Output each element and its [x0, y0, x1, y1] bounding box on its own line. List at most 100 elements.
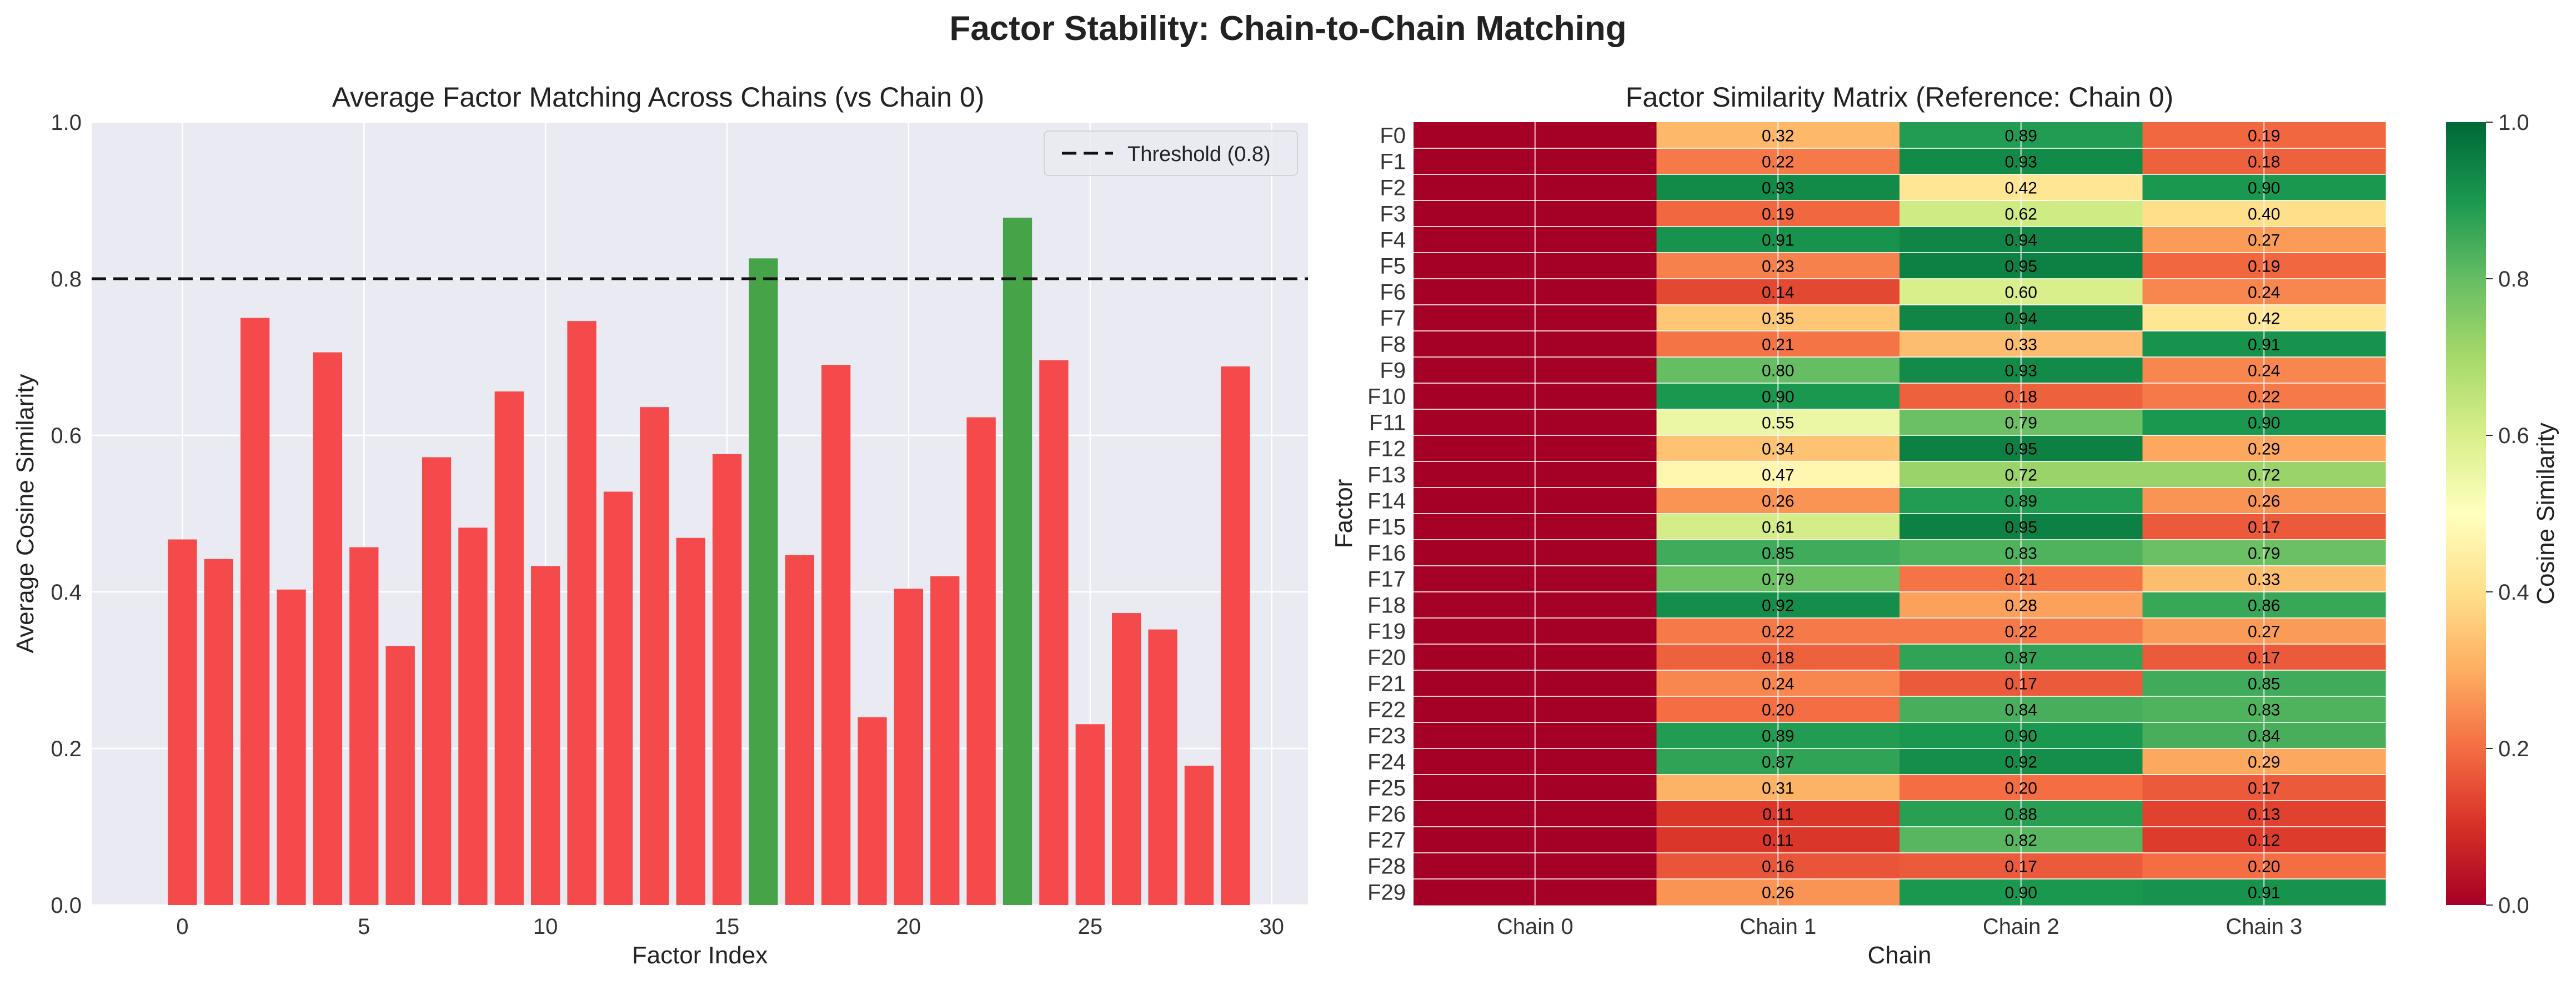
bar-bars	[168, 218, 1250, 906]
heatmap-cell-label: 0.17	[2248, 519, 2280, 537]
bar-factor-23	[1003, 218, 1033, 905]
heatmap-chart: Factor Similarity Matrix (Reference: Cha…	[1330, 82, 2386, 969]
bar-factor-25	[1075, 724, 1105, 905]
heatmap-cell-label: 0.22	[1762, 153, 1794, 172]
heatmap-cell-label: 0.34	[1762, 440, 1794, 459]
heatmap-x-axis-label: Chain	[1868, 942, 1932, 969]
heatmap-cell-label: 0.11	[1762, 832, 1793, 850]
heatmap-cell-label: 0.26	[1762, 884, 1794, 902]
heatmap-column-label: Chain 0	[1497, 914, 1573, 939]
heatmap-cell-label: 0.83	[2005, 545, 2037, 563]
bar-factor-26	[1111, 613, 1141, 905]
heatmap-cell-label: 0.31	[1762, 780, 1794, 798]
heatmap-cell-label: 0.18	[1762, 649, 1794, 667]
heatmap-cell-label: 0.27	[2248, 623, 2280, 641]
heatmap-cell-label: 0.42	[2005, 179, 2037, 198]
heatmap-cell-label: 0.95	[2005, 519, 2037, 537]
heatmap-cell-label: 0.91	[2248, 884, 2280, 902]
bar-y-tick-label: 0.2	[51, 737, 82, 761]
bar-factor-14	[676, 537, 705, 905]
heatmap-cell-label: 0.91	[1762, 232, 1794, 250]
heatmap-row-label: F29	[1367, 881, 1406, 905]
heatmap-cell-label: 0.82	[2005, 832, 2037, 850]
bar-factor-19	[858, 717, 887, 905]
heatmap-row-label: F20	[1367, 646, 1406, 670]
heatmap-cell-label: 0.95	[2005, 440, 2037, 459]
bar-factor-2	[240, 318, 270, 905]
heatmap-row-label: F22	[1367, 698, 1406, 722]
heatmap-row-label: F27	[1367, 828, 1406, 853]
bar-factor-7	[422, 457, 452, 905]
heatmap-cell-label: 0.17	[2248, 649, 2280, 667]
heatmap-cell-label: 0.29	[2248, 753, 2280, 772]
heatmap-row-label: F13	[1367, 463, 1406, 488]
heatmap-cell-label: 0.90	[2248, 179, 2280, 198]
heatmap-cell-label: 0.93	[2005, 362, 2037, 380]
bar-factor-4	[313, 352, 343, 905]
heatmap-title: Factor Similarity Matrix (Reference: Cha…	[1626, 82, 2173, 113]
bar-chart-title: Average Factor Matching Across Chains (v…	[332, 82, 985, 113]
colorbar-tick-label: 0.2	[2498, 737, 2529, 761]
heatmap-cell-label: 0.42	[2248, 310, 2280, 328]
heatmap-cell-label: 0.90	[1762, 388, 1794, 406]
figure-suptitle: Factor Stability: Chain-to-Chain Matchin…	[949, 9, 1626, 48]
bar-factor-15	[712, 454, 742, 905]
bar-y-tick-label: 0.0	[51, 893, 82, 918]
heatmap-cell-label: 0.85	[1762, 545, 1794, 563]
heatmap-row-label: F12	[1367, 437, 1406, 461]
heatmap-row-label: F9	[1380, 359, 1406, 383]
bar-factor-0	[168, 539, 197, 905]
bar-factor-11	[567, 321, 597, 905]
colorbar-tick-label: 0.8	[2498, 267, 2529, 292]
heatmap-column-label: Chain 2	[1983, 914, 2059, 939]
heatmap-cell-label: 0.14	[1762, 284, 1794, 302]
bar-x-tick-label: 15	[715, 914, 740, 939]
bar-factor-29	[1221, 366, 1250, 905]
colorbar-tick-label: 0.4	[2498, 580, 2529, 605]
heatmap-cell-label: 0.72	[2248, 466, 2280, 485]
bar-y-tick-label: 0.8	[51, 267, 82, 292]
colorbar-label: Cosine Similarity	[2532, 423, 2559, 605]
heatmap-cell-label: 0.91	[2248, 336, 2280, 354]
heatmap-cell-label: 0.22	[2248, 388, 2280, 406]
heatmap-cell-label: 0.17	[2005, 858, 2037, 876]
heatmap-cell-label: 0.55	[1762, 414, 1794, 433]
heatmap-cell-label: 0.47	[1762, 466, 1794, 485]
heatmap-cell-label: 0.94	[2005, 232, 2037, 250]
heatmap-cell-label: 0.60	[2005, 284, 2037, 302]
colorbar-tick-label: 0.0	[2498, 893, 2529, 918]
bar-factor-20	[894, 589, 924, 905]
heatmap-row-label: F25	[1367, 776, 1406, 801]
legend-frame	[1044, 130, 1298, 176]
heatmap-cell-label: 0.62	[2005, 205, 2037, 224]
heatmap-cell-label: 0.22	[1762, 623, 1794, 641]
heatmap-cell-label: 0.89	[1762, 727, 1794, 746]
heatmap-cell-label: 0.90	[2005, 727, 2037, 746]
bar-factor-18	[821, 365, 851, 905]
bar-x-tick-label: 5	[358, 914, 370, 939]
bar-y-tick-label: 0.6	[51, 424, 82, 448]
heatmap-cell-label: 0.22	[2005, 623, 2037, 641]
heatmap-cell-label: 0.83	[2248, 701, 2280, 720]
heatmap-cell-label: 0.84	[2248, 727, 2280, 746]
heatmap-row-label: F21	[1367, 672, 1406, 696]
heatmap-cell-label: 0.95	[2005, 258, 2037, 276]
bar-x-tick-label: 25	[1078, 914, 1103, 939]
heatmap-cell-label: 0.19	[2248, 127, 2280, 145]
heatmap-row-label: F24	[1367, 750, 1406, 775]
bar-y-tick-label: 0.4	[51, 580, 82, 605]
colorbar-gradient	[2446, 122, 2486, 905]
heatmap-row-label: F11	[1369, 411, 1406, 435]
heatmap-cell-label: 0.33	[2248, 571, 2280, 589]
heatmap-cell-label: 0.79	[2248, 545, 2280, 563]
heatmap-row-label: F6	[1380, 280, 1406, 305]
heatmap-cell-label: 0.17	[2248, 780, 2280, 798]
heatmap-row-labels: F0F1F2F3F4F5F6F7F8F9F10F11F12F13F14F15F1…	[1367, 124, 1406, 905]
heatmap-cell-label: 0.19	[2248, 258, 2280, 276]
heatmap-row-label: F18	[1367, 594, 1406, 618]
heatmap-row-label: F15	[1367, 515, 1406, 540]
bar-chart: Average Factor Matching Across Chains (v…	[12, 82, 1308, 969]
heatmap-cell-label: 0.87	[1762, 753, 1794, 772]
heatmap-cell-label: 0.93	[1762, 179, 1794, 198]
bar-factor-24	[1039, 360, 1069, 905]
